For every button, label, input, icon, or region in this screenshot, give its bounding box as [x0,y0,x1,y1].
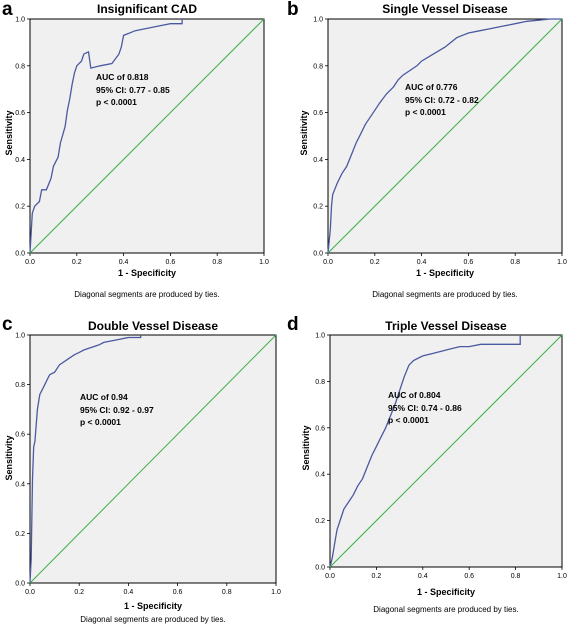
x-tick-label: 0.0 [325,573,335,580]
roc-curve [327,18,562,254]
y-tick-label: 0.2 [15,531,25,538]
y-tick-label: 0.0 [15,251,25,258]
chart-title: Triple Vessel Disease [385,319,507,333]
x-tick-label: 0.2 [74,589,84,596]
confidence-interval: 95% CI: 0.72 - 0.82 [405,94,479,105]
roc-curve [29,19,183,254]
y-axis-label: Sensitivity [299,110,309,156]
y-tick-label: 1.0 [15,333,25,340]
x-axis-label: 1 - Specificity [415,268,475,278]
chart-footnote: Diagonal segments are produced by ties. [372,290,518,299]
x-tick-label: 1.0 [557,259,567,266]
confidence-interval: 95% CI: 0.77 - 0.85 [96,84,170,95]
chart-title: Single Vessel Disease [382,2,508,16]
y-tick-label: 0.0 [313,251,323,258]
y-tick-label: 0.4 [15,157,25,164]
y-tick-label: 0.4 [15,481,25,488]
x-tick-label: 0.4 [417,259,427,266]
x-tick-label: 0.8 [510,259,520,266]
auc-value: AUC of 0.804 [388,390,441,400]
x-tick-label: 0.6 [464,259,474,266]
p-value: p < 0.0001 [80,417,121,427]
y-tick-label: 0.8 [15,382,25,389]
x-tick-label: 0.4 [119,259,129,266]
roc-curve [29,335,142,584]
panel-letter: a [2,0,13,20]
y-tick-label: 1.0 [15,17,25,24]
y-tick-label: 0.2 [315,518,325,525]
y-tick-label: 0.4 [313,157,323,164]
x-tick-label: 0.4 [418,573,428,580]
roc-curve [329,335,521,568]
y-tick-label: 1.0 [313,17,323,24]
y-tick-label: 0.2 [15,204,25,211]
p-value: p < 0.0001 [405,107,446,117]
chart-footnote: Diagonal segments are produced by ties. [80,615,226,624]
confidence-interval: 95% CI: 0.74 - 0.86 [388,402,462,413]
panel-letter: b [287,0,299,20]
x-tick-label: 1.0 [259,259,269,266]
chart-footnote: Diagonal segments are produced by ties. [373,605,519,614]
x-tick-label: 1.0 [557,573,567,580]
y-tick-label: 0.6 [313,110,323,117]
x-tick-label: 0.8 [212,259,222,266]
auc-annotation: AUC of 0.804 95% CI: 0.74 - 0.86 p < 0.0… [388,389,462,427]
reference-diagonal [329,334,563,568]
y-tick-label: 0.0 [315,565,325,572]
x-tick-label: 0.2 [72,259,82,266]
x-tick-label: 0.2 [370,259,380,266]
y-tick-label: 0.6 [15,432,25,439]
x-tick-label: 0.6 [166,259,176,266]
reference-diagonal [327,18,563,254]
x-tick-label: 0.2 [372,573,382,580]
auc-annotation: AUC of 0.776 95% CI: 0.72 - 0.82 p < 0.0… [405,81,479,119]
y-tick-label: 0.8 [313,63,323,70]
chart-footnote: Diagonal segments are produced by ties. [74,290,220,299]
x-axis-label: 1 - Specificity [117,268,177,278]
y-tick-label: 0.6 [315,425,325,432]
panel-letter: c [2,314,13,335]
auc-annotation: AUC of 0.94 95% CI: 0.92 - 0.97 p < 0.00… [80,391,154,429]
x-axis-label: 1 - Specificity [123,601,183,611]
x-tick-label: 0.6 [464,573,474,580]
reference-diagonal [29,18,265,254]
y-axis-label: Sensitivity [301,425,311,471]
y-axis-label: Sensitivity [4,435,14,481]
p-value: p < 0.0001 [96,97,137,107]
y-tick-label: 0.8 [315,379,325,386]
reference-diagonal [29,334,277,584]
chart-title: Double Vessel Disease [87,319,219,333]
y-tick-label: 0.0 [15,581,25,588]
y-axis-label: Sensitivity [4,110,14,156]
p-value: p < 0.0001 [388,415,429,425]
auc-value: AUC of 0.94 [80,392,128,402]
panel-letter: d [287,314,299,335]
x-axis-label: 1 - Specificity [416,587,476,597]
chart-title: Insignificant CAD [96,2,197,16]
auc-value: AUC of 0.818 [96,72,149,82]
x-tick-label: 0.8 [511,573,521,580]
x-tick-label: 0.4 [124,589,134,596]
y-tick-label: 0.6 [15,110,25,117]
y-tick-label: 0.8 [15,63,25,70]
auc-annotation: AUC of 0.818 95% CI: 0.77 - 0.85 p < 0.0… [96,71,170,109]
x-tick-label: 0.8 [222,589,232,596]
y-tick-label: 0.2 [313,204,323,211]
y-tick-label: 0.4 [315,472,325,479]
auc-value: AUC of 0.776 [405,82,458,92]
x-tick-label: 0.6 [173,589,183,596]
confidence-interval: 95% CI: 0.92 - 0.97 [80,404,154,415]
x-tick-label: 1.0 [271,589,281,596]
x-tick-label: 0.0 [323,259,333,266]
y-tick-label: 1.0 [315,333,325,340]
x-tick-label: 0.0 [25,259,35,266]
x-tick-label: 0.0 [25,589,35,596]
